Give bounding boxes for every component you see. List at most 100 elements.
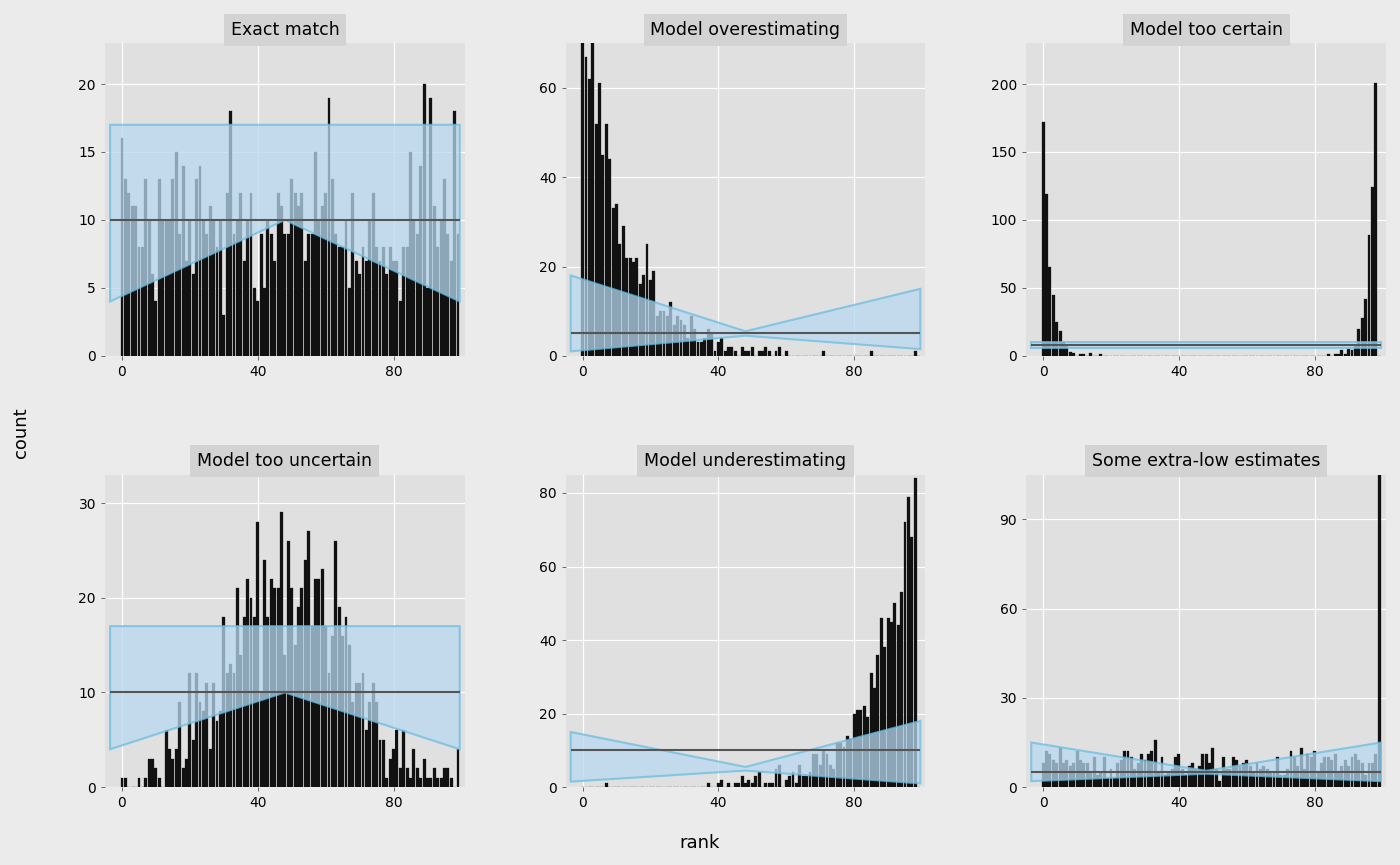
- Bar: [223, 617, 225, 787]
- Bar: [202, 711, 204, 787]
- Bar: [330, 636, 333, 787]
- Bar: [1361, 763, 1364, 787]
- Bar: [757, 772, 760, 787]
- Bar: [1113, 778, 1116, 787]
- Bar: [1361, 317, 1364, 356]
- Bar: [1184, 775, 1187, 787]
- Bar: [440, 220, 442, 356]
- Bar: [328, 674, 330, 787]
- Bar: [195, 179, 197, 356]
- Bar: [280, 207, 283, 356]
- Bar: [168, 220, 171, 356]
- Bar: [1049, 754, 1051, 787]
- Text: rank: rank: [680, 834, 720, 852]
- Bar: [225, 674, 228, 787]
- Bar: [273, 588, 276, 787]
- Bar: [216, 247, 218, 356]
- Bar: [1123, 752, 1126, 787]
- Bar: [372, 683, 375, 787]
- Bar: [189, 674, 192, 787]
- Bar: [809, 772, 812, 787]
- Bar: [1351, 758, 1354, 787]
- Bar: [778, 765, 781, 787]
- Bar: [886, 618, 889, 787]
- Bar: [199, 702, 202, 787]
- Bar: [161, 220, 164, 356]
- Bar: [335, 234, 337, 356]
- Bar: [833, 769, 836, 787]
- Title: Model too uncertain: Model too uncertain: [197, 452, 372, 471]
- Bar: [588, 79, 591, 356]
- Bar: [619, 244, 622, 356]
- Bar: [676, 316, 679, 356]
- Bar: [368, 702, 371, 787]
- Bar: [1068, 352, 1072, 356]
- Bar: [874, 688, 876, 787]
- Bar: [907, 497, 910, 787]
- Bar: [321, 207, 323, 356]
- Bar: [1347, 766, 1350, 787]
- Bar: [1344, 760, 1347, 787]
- Bar: [239, 655, 242, 787]
- Bar: [743, 784, 748, 787]
- Bar: [266, 220, 269, 356]
- Bar: [1092, 758, 1096, 787]
- Bar: [822, 750, 825, 787]
- Bar: [1249, 766, 1252, 787]
- Bar: [1340, 350, 1344, 356]
- Bar: [1235, 760, 1238, 787]
- Bar: [1323, 758, 1326, 787]
- Bar: [1378, 219, 1380, 787]
- Bar: [307, 234, 311, 356]
- Bar: [442, 768, 447, 787]
- Bar: [843, 746, 846, 787]
- Bar: [301, 193, 304, 356]
- Bar: [693, 329, 696, 356]
- Bar: [430, 778, 433, 787]
- Bar: [389, 759, 392, 787]
- Bar: [209, 749, 211, 787]
- Bar: [636, 258, 638, 356]
- Bar: [225, 193, 228, 356]
- Bar: [1330, 760, 1333, 787]
- Bar: [1079, 355, 1082, 356]
- Bar: [1256, 763, 1259, 787]
- Bar: [125, 778, 127, 787]
- Bar: [351, 702, 354, 787]
- Bar: [430, 98, 433, 356]
- Bar: [413, 220, 416, 356]
- Bar: [743, 351, 748, 356]
- Title: Exact match: Exact match: [231, 21, 339, 39]
- Bar: [1099, 355, 1102, 356]
- Bar: [178, 234, 181, 356]
- Bar: [206, 234, 209, 356]
- Bar: [256, 302, 259, 356]
- Bar: [280, 512, 283, 787]
- Bar: [815, 754, 818, 787]
- Bar: [1232, 758, 1235, 787]
- Bar: [454, 112, 456, 356]
- Bar: [301, 588, 304, 787]
- Bar: [1110, 769, 1113, 787]
- Bar: [447, 234, 449, 356]
- Bar: [1225, 769, 1228, 787]
- Bar: [307, 531, 311, 787]
- Bar: [826, 754, 829, 787]
- Bar: [1140, 754, 1142, 787]
- Bar: [283, 655, 287, 787]
- Bar: [189, 220, 192, 356]
- Bar: [266, 617, 269, 787]
- Bar: [406, 768, 409, 787]
- Bar: [287, 234, 290, 356]
- Bar: [631, 262, 636, 356]
- Bar: [839, 743, 841, 787]
- Bar: [846, 735, 848, 787]
- Bar: [1175, 758, 1177, 787]
- Bar: [750, 784, 753, 787]
- Bar: [1273, 772, 1275, 787]
- Bar: [867, 717, 869, 787]
- Bar: [375, 247, 378, 356]
- Bar: [1242, 763, 1245, 787]
- Bar: [437, 247, 440, 356]
- Bar: [690, 316, 693, 356]
